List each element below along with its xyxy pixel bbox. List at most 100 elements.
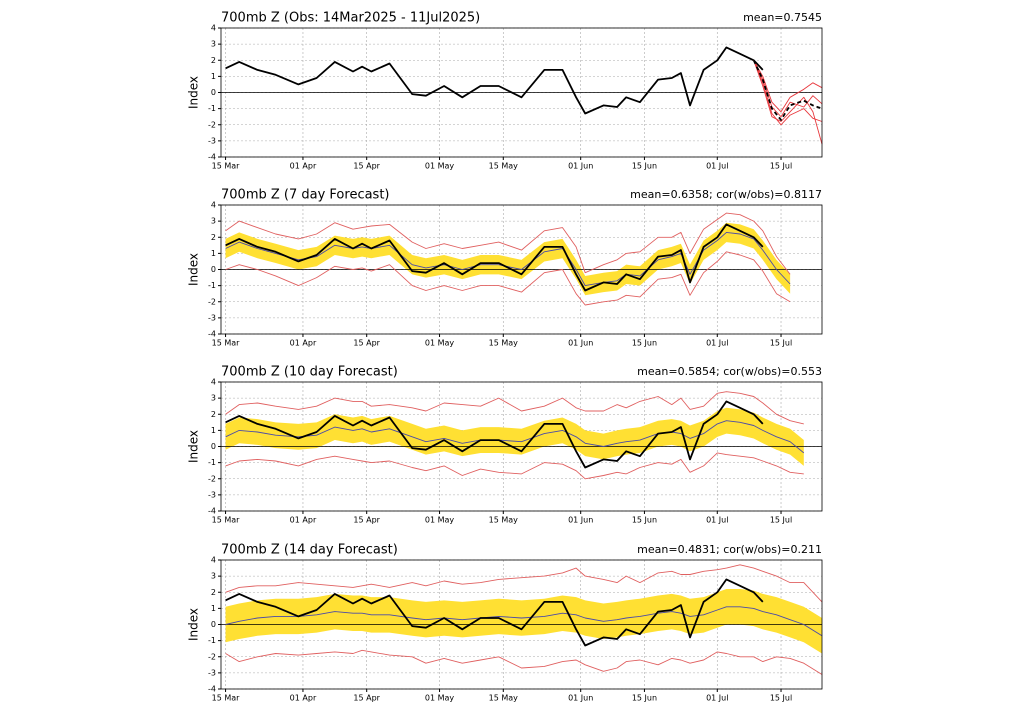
- plot-frame: [220, 27, 823, 158]
- series-line: [225, 420, 805, 454]
- x-tick-label: 01 Jul: [706, 162, 728, 171]
- plot-frame: [220, 204, 823, 335]
- y-tick-label: -2: [208, 120, 216, 129]
- y-tick-label: 1: [211, 604, 216, 613]
- x-tick-label: 15 Jun: [632, 162, 657, 171]
- x-tick-label: 15 Jul: [770, 162, 792, 171]
- y-tick-label: 1: [211, 72, 216, 81]
- panel: 700mb Z (10 day Forecast) mean=0.5854; co…: [187, 365, 823, 525]
- series-line: [753, 60, 823, 113]
- series-line: [753, 60, 823, 118]
- x-tick-label: 15 Mar: [212, 339, 241, 348]
- y-tick-label: 4: [211, 378, 216, 387]
- x-tick-label: 01 Apr: [290, 516, 317, 525]
- y-tick-label: -2: [208, 652, 216, 661]
- x-tick-label: 15 Jun: [632, 339, 657, 348]
- series-line: [753, 60, 823, 145]
- x-tick-label: 01 May: [425, 694, 455, 703]
- x-tick-label: 15 Apr: [353, 339, 380, 348]
- y-tick-label: -3: [208, 313, 216, 322]
- x-tick-label: 15 Mar: [212, 162, 241, 171]
- y-axis-label: Index: [187, 608, 201, 641]
- y-tick-label: 2: [211, 233, 216, 242]
- panel-title: 700mb Z (Obs: 14Mar2025 - 11Jul2025): [221, 11, 480, 26]
- y-tick-label: -3: [208, 490, 216, 499]
- x-tick-label: 15 May: [489, 694, 519, 703]
- x-tick-label: 15 May: [489, 339, 519, 348]
- y-tick-label: -2: [208, 474, 216, 483]
- series-line: [225, 649, 823, 675]
- panel-title: 700mb Z (10 day Forecast): [221, 365, 398, 380]
- panel-annotation: mean=0.4831; cor(w/obs)=0.211: [637, 543, 822, 556]
- y-tick-label: 0: [211, 88, 216, 97]
- y-tick-label: 0: [211, 620, 216, 629]
- y-tick-label: 2: [211, 56, 216, 65]
- x-tick-label: 01 May: [425, 516, 455, 525]
- panel: 700mb Z (14 day Forecast) mean=0.4831; co…: [187, 543, 823, 703]
- y-tick-label: -4: [208, 330, 216, 339]
- panel: 700mb Z (7 day Forecast) mean=0.6358; cor…: [187, 188, 823, 348]
- x-tick-label: 01 Apr: [290, 339, 317, 348]
- x-tick-label: 01 Jun: [568, 162, 593, 171]
- x-tick-label: 01 May: [425, 339, 455, 348]
- x-tick-label: 01 Jul: [706, 516, 728, 525]
- panel-title: 700mb Z (7 day Forecast): [221, 188, 390, 203]
- y-tick-label: -2: [208, 297, 216, 306]
- series-line: [225, 452, 804, 480]
- y-tick-label: -4: [208, 153, 216, 162]
- spread-band: [225, 222, 791, 296]
- x-tick-label: 01 Jun: [568, 694, 593, 703]
- panel-annotation: mean=0.5854; cor(w/obs)=0.553: [637, 365, 822, 378]
- y-tick-label: 4: [211, 201, 216, 210]
- x-tick-label: 15 Mar: [212, 516, 241, 525]
- x-tick-label: 15 Apr: [353, 162, 380, 171]
- y-tick-label: -4: [208, 507, 216, 516]
- series-line: [225, 251, 791, 306]
- y-tick-label: 3: [211, 572, 216, 581]
- spread-band: [225, 589, 822, 654]
- y-axis-label: Index: [187, 430, 201, 463]
- x-tick-label: 15 Jun: [632, 516, 657, 525]
- x-tick-label: 01 Jun: [568, 516, 593, 525]
- x-tick-label: 01 Apr: [290, 694, 317, 703]
- x-tick-label: 15 Jul: [770, 339, 792, 348]
- series-line: [225, 564, 823, 603]
- y-tick-label: 4: [211, 24, 216, 33]
- x-tick-label: 15 Jul: [770, 516, 792, 525]
- plot-frame: [220, 559, 823, 690]
- y-tick-label: 0: [211, 265, 216, 274]
- panel-title: 700mb Z (14 day Forecast): [221, 543, 398, 558]
- x-tick-label: 15 Jun: [632, 694, 657, 703]
- series-line: [225, 223, 764, 292]
- series-line: [752, 59, 823, 121]
- y-tick-label: 1: [211, 426, 216, 435]
- series-line: [225, 400, 764, 469]
- series-line: [225, 578, 764, 647]
- y-tick-label: -3: [208, 668, 216, 677]
- y-tick-label: 3: [211, 40, 216, 49]
- x-tick-label: 15 Apr: [353, 516, 380, 525]
- y-tick-label: -1: [208, 281, 216, 290]
- panel: 700mb Z (Obs: 14Mar2025 - 11Jul2025) mean…: [187, 11, 823, 171]
- y-tick-label: 2: [211, 588, 216, 597]
- series-line: [225, 231, 791, 287]
- y-tick-label: 1: [211, 249, 216, 258]
- x-tick-label: 01 May: [425, 162, 455, 171]
- y-tick-label: -3: [208, 136, 216, 145]
- y-axis-label: Index: [187, 253, 201, 286]
- spread-band: [225, 407, 804, 466]
- x-tick-label: 01 Apr: [290, 162, 317, 171]
- x-tick-label: 15 May: [489, 516, 519, 525]
- panel-annotation: mean=0.6358; cor(w/obs)=0.8117: [630, 188, 822, 201]
- y-tick-label: 3: [211, 394, 216, 403]
- y-tick-label: -1: [208, 636, 216, 645]
- series-line: [225, 46, 764, 115]
- series-line: [225, 212, 791, 275]
- x-tick-label: 15 Mar: [212, 694, 241, 703]
- y-tick-label: -4: [208, 685, 216, 694]
- x-tick-label: 15 Jul: [770, 694, 792, 703]
- panel-annotation: mean=0.7545: [743, 11, 822, 24]
- x-tick-label: 01 Jun: [568, 339, 593, 348]
- y-tick-label: 3: [211, 217, 216, 226]
